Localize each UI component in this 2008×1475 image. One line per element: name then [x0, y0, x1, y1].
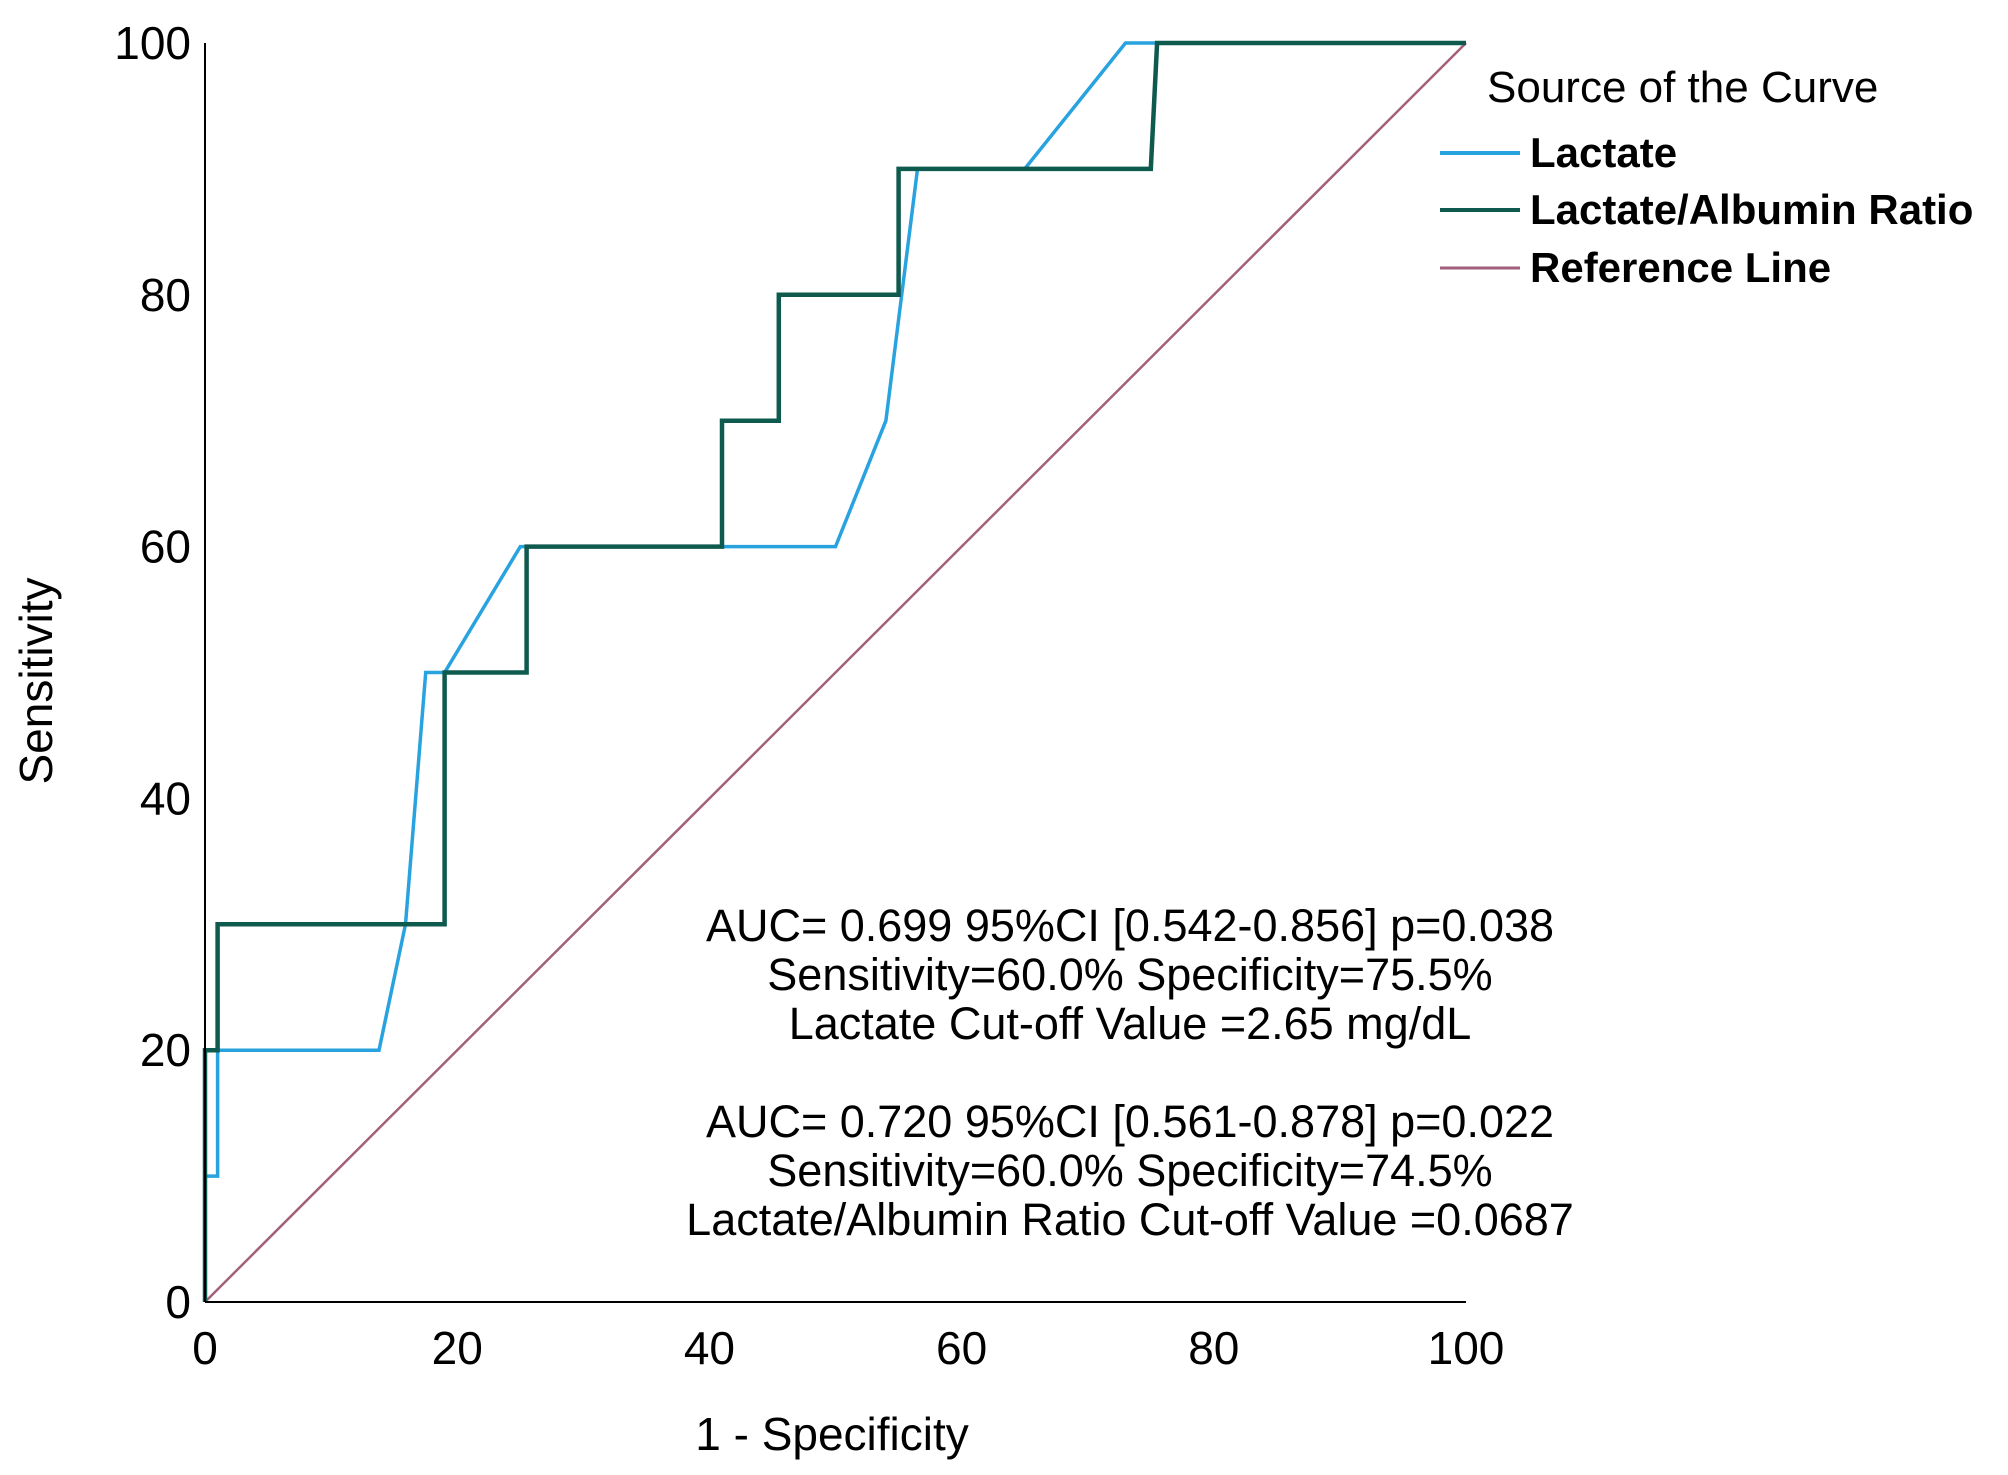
annotation-lactate-auc: AUC= 0.699 95%CI [0.542-0.856] p=0.038 [706, 900, 1554, 951]
plot-lines [202, 40, 1467, 1303]
y-tick-label: 20 [140, 1024, 191, 1076]
series-line-lactate-albumin-ratio [202, 40, 1466, 1302]
y-tick-label: 40 [140, 772, 191, 824]
x-tick-label: 0 [192, 1322, 218, 1374]
annotation-ratio-cutoff: Lactate/Albumin Ratio Cut-off Value =0.0… [686, 1194, 1574, 1245]
annotation-block: AUC= 0.699 95%CI [0.542-0.856] p=0.038 S… [686, 900, 1574, 1245]
x-tick-label: 100 [1428, 1322, 1505, 1374]
x-axis-title: 1 - Specificity [695, 1408, 969, 1460]
y-tick-label: 0 [165, 1276, 191, 1328]
x-tick-label: 60 [936, 1322, 987, 1374]
legend-title: Source of the Curve [1487, 63, 1878, 112]
legend-label-reference-line: Reference Line [1530, 244, 1831, 291]
y-tick-label: 100 [114, 17, 191, 69]
y-tick-label: 60 [140, 521, 191, 573]
legend: Source of the Curve Lactate Lactate/Albu… [1440, 63, 1973, 291]
axes [204, 43, 1466, 1303]
y-axis-title: Sensitivity [10, 577, 62, 784]
annotation-ratio-sens-spec: Sensitivity=60.0% Specificity=74.5% [767, 1145, 1492, 1196]
series-line-reference-line [204, 42, 1467, 1303]
annotation-ratio-auc: AUC= 0.720 95%CI [0.561-0.878] p=0.022 [706, 1096, 1554, 1147]
y-tick-label: 80 [140, 269, 191, 321]
y-tick-labels: 0 20 40 60 80 100 [114, 17, 191, 1328]
annotation-lactate-cutoff: Lactate Cut-off Value =2.65 mg/dL [789, 998, 1472, 1049]
legend-label-lactate-albumin-ratio: Lactate/Albumin Ratio [1530, 186, 1973, 233]
x-tick-label: 40 [684, 1322, 735, 1374]
annotation-lactate-sens-spec: Sensitivity=60.0% Specificity=75.5% [767, 949, 1492, 1000]
x-tick-labels: 0 20 40 60 80 100 [192, 1322, 1504, 1374]
x-tick-label: 80 [1188, 1322, 1239, 1374]
x-tick-label: 20 [432, 1322, 483, 1374]
legend-label-lactate: Lactate [1530, 129, 1677, 176]
